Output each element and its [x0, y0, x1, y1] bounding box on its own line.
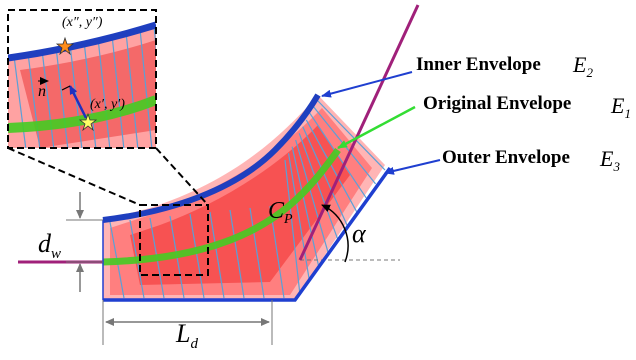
- original-envelope-label: Original Envelope: [423, 93, 571, 114]
- tool-line: [316, 99, 386, 171]
- tool-line: [305, 119, 358, 212]
- tool-line: [302, 126, 348, 226]
- inset-tool-line: [125, 31, 139, 148]
- tool-line: [295, 139, 329, 254]
- tool-line: [298, 133, 339, 240]
- inset-zoom-view: n (x″, y″) (x′, y′): [7, 9, 157, 149]
- zoom-region-box: [139, 204, 209, 276]
- outer-envelope-label: Outer Envelope: [442, 147, 570, 168]
- original-envelope-arrow: [337, 105, 416, 150]
- normal-tick: [61, 85, 71, 91]
- tool-line: [284, 159, 301, 296]
- normal-vector-arrow: [68, 85, 88, 119]
- outer-envelope-curve: [103, 166, 392, 302]
- star-original-point-icon: [78, 112, 98, 132]
- inset-tool-line: [27, 52, 41, 148]
- inset-tool-line: [97, 37, 111, 148]
- inner-envelope-curve: [102, 93, 321, 223]
- star-inner-point-icon: [55, 36, 75, 56]
- tool-line: [249, 207, 265, 299]
- tool-line: [209, 211, 225, 299]
- tool-line: [189, 213, 205, 299]
- tool-line: [287, 153, 311, 282]
- dw-label: dw: [38, 229, 61, 262]
- tool-path-exit: [298, 4, 420, 261]
- inset-tool-line: [13, 55, 27, 148]
- original-envelope-curve: [102, 147, 341, 266]
- inset-tool-line: [83, 40, 97, 148]
- point-outer-label: (x″, y″): [62, 15, 103, 30]
- inset-tool-line: [41, 49, 55, 148]
- tool-position-lines: [109, 99, 386, 299]
- normal-label: n: [38, 83, 46, 100]
- inset-tool-line: [111, 34, 125, 148]
- inset-tool-line: [139, 28, 153, 148]
- inner-envelope-arrow: [321, 71, 413, 98]
- zoom-connector-right: [155, 147, 209, 206]
- cp-label: CP: [268, 198, 293, 227]
- tool-line: [291, 146, 320, 268]
- original-envelope-symbol: E1: [610, 93, 631, 121]
- point-inner-label: (x′, y′): [90, 97, 125, 112]
- alpha-label: α: [352, 219, 367, 248]
- inset-tool-line: [55, 46, 69, 148]
- inner-envelope-label: Inner Envelope: [416, 54, 541, 75]
- alpha-angle-arc: [321, 204, 349, 263]
- ld-label: Ld: [175, 319, 198, 352]
- outer-envelope-arrow: [384, 159, 441, 175]
- zoom-connector-left: [7, 147, 141, 206]
- tool-line: [229, 209, 245, 299]
- outer-envelope-symbol: E3: [599, 146, 620, 174]
- inner-envelope-symbol: E2: [572, 52, 593, 80]
